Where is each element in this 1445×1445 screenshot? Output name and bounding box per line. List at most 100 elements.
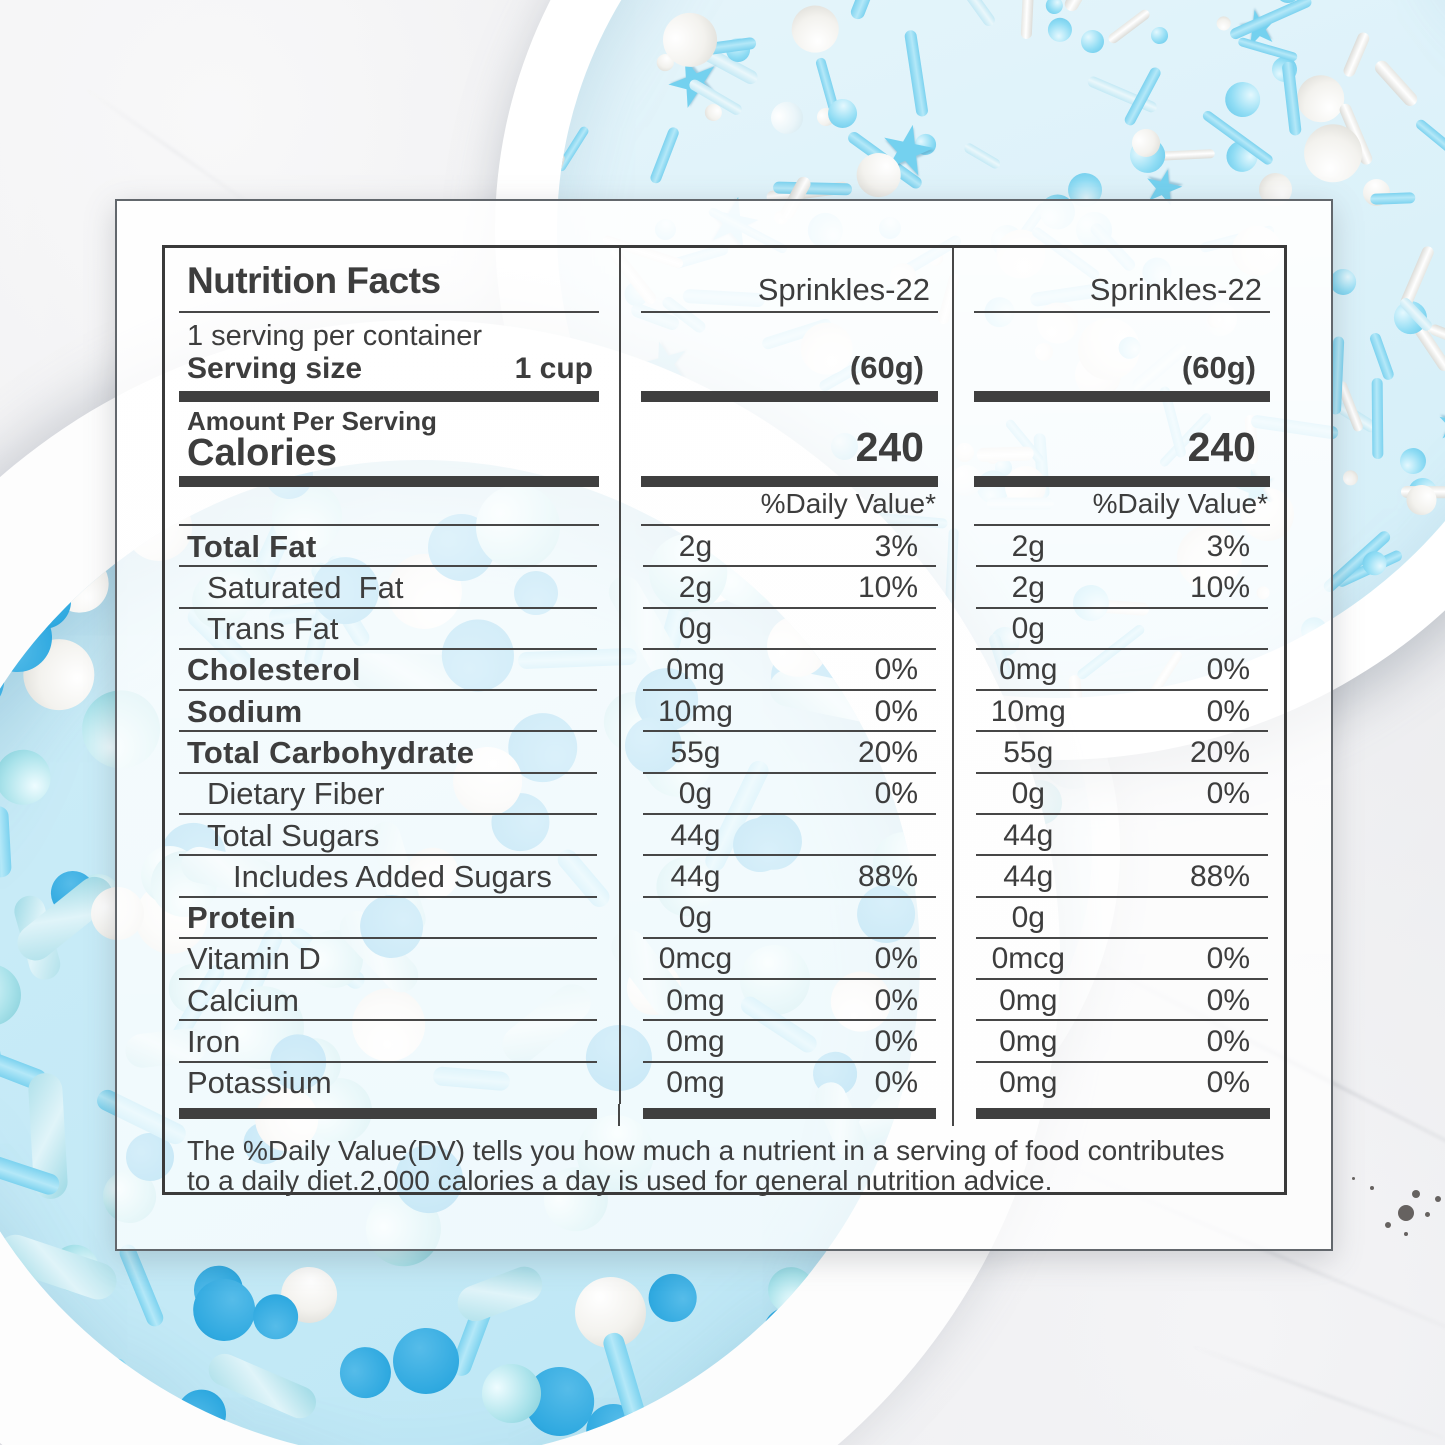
product-1-header: Sprinkles-22 (60g) 240 %Daily Value* xyxy=(621,248,952,526)
thick-bar xyxy=(974,476,1270,487)
sprinkle-shape xyxy=(763,95,809,140)
nutrient-name: Potassium xyxy=(165,1063,619,1104)
nutrient-name: Total Carbohydrate xyxy=(165,732,619,774)
sprinkle-shape xyxy=(649,125,681,185)
nutrient-amount: 44g xyxy=(1003,818,1054,852)
sprinkle-shape xyxy=(1043,12,1078,47)
sprinkle-shape xyxy=(1106,7,1152,46)
nutrient-amount: 0g xyxy=(678,901,713,935)
bottom-bars xyxy=(165,1104,1284,1130)
nutrient-value-row: 44g 88% xyxy=(621,856,952,898)
nutrient-amount: 0mg xyxy=(666,653,725,687)
sprinkle-shape xyxy=(1368,331,1396,382)
nutrient-name-text: Cholesterol xyxy=(187,652,361,688)
nutrient-value-row: 0g 0% xyxy=(954,774,1284,816)
marble-speckle xyxy=(1370,1186,1374,1190)
thick-bar xyxy=(976,1108,1270,1119)
calories-label: Calories xyxy=(187,432,337,474)
sprinkle-shape xyxy=(0,742,59,813)
thick-bar xyxy=(641,391,938,402)
nutrient-value-row: 0g 0% xyxy=(621,774,952,816)
nutrient-name: Total Fat xyxy=(165,526,619,568)
nutrient-amount: 0mcg xyxy=(658,942,733,976)
nutrient-value-row: 2g 10% xyxy=(621,567,952,609)
sprinkle-shape xyxy=(1414,118,1445,167)
sprinkle-shape xyxy=(639,1264,707,1332)
nutrient-value-row: 10mg 0% xyxy=(621,691,952,733)
nutrient-value-row: 0mcg 0% xyxy=(954,939,1284,981)
nutrient-daily-value: 0% xyxy=(1206,694,1250,728)
nutrient-value-row: 0mg 0% xyxy=(621,650,952,692)
label-header: Nutrition Facts 1 serving per container … xyxy=(165,248,619,526)
nutrition-facts-label: Nutrition Facts 1 serving per container … xyxy=(162,245,1287,1196)
sprinkle-shape xyxy=(1398,446,1427,475)
nutrient-amount: 0mg xyxy=(666,1066,725,1100)
marble-speckle xyxy=(1425,1212,1430,1217)
nutrient-amount: 44g xyxy=(670,859,721,893)
nutrient-value-row: 0g xyxy=(954,609,1284,651)
nutrient-amount: 0g xyxy=(1011,612,1045,646)
nutrient-value-row: 44g xyxy=(954,815,1284,857)
sprinkle-shape xyxy=(1371,377,1384,459)
daily-value-header: %Daily Value* xyxy=(760,488,936,519)
nutrient-daily-value: 10% xyxy=(857,570,918,604)
nutrient-amount: 0g xyxy=(1011,777,1045,811)
nutrients-column: Nutrition Facts 1 serving per container … xyxy=(165,248,619,1104)
nutrient-name: Iron xyxy=(165,1021,619,1063)
sprinkle-shape xyxy=(1331,636,1372,677)
nutrient-amount: 0g xyxy=(1011,901,1045,935)
nutrition-facts-title: Nutrition Facts xyxy=(187,260,441,301)
nutrient-daily-value: 0% xyxy=(874,777,918,811)
nutrient-daily-value: 0% xyxy=(1206,983,1250,1017)
label-table: Nutrition Facts 1 serving per container … xyxy=(165,248,1284,1104)
nutrient-value-row: 0g xyxy=(621,898,952,940)
sprinkle-shape xyxy=(962,141,1003,171)
nutrient-name: Saturated Fat xyxy=(165,567,619,609)
product-2-name: Sprinkles-22 xyxy=(1089,272,1262,307)
nutrient-amount: 2g xyxy=(678,570,713,604)
sprinkle-shape xyxy=(1369,192,1416,206)
sprinkle-shape xyxy=(0,1229,122,1305)
nutrient-amount: 0mg xyxy=(999,1066,1058,1100)
sprinkle-shape xyxy=(388,1323,464,1399)
product-2-calories: 240 xyxy=(1187,424,1256,470)
nutrient-name-text: Vitamin D xyxy=(187,941,321,977)
footnote-line: The %Daily Value(DV) tells you how much … xyxy=(187,1135,1225,1166)
nutrient-amount: 44g xyxy=(1003,859,1054,893)
footnote-line: to a daily diet.2,000 calories a day is … xyxy=(187,1165,1053,1196)
nutrient-name-text: Iron xyxy=(187,1024,241,1060)
nutrient-name: Trans Fat xyxy=(165,609,619,651)
nutrient-name-text: Potassium xyxy=(187,1065,332,1101)
thick-bar xyxy=(641,476,938,487)
sprinkle-shape xyxy=(0,952,33,1039)
product-1-serving-weight: (60g) xyxy=(849,350,924,385)
nutrient-value-row: 2g 10% xyxy=(954,567,1284,609)
nutrient-value-row: 44g 88% xyxy=(954,856,1284,898)
nutrient-amount: 10mg xyxy=(990,694,1066,728)
nutrient-daily-value: 0% xyxy=(874,942,918,976)
nutrient-value-row: 0mcg 0% xyxy=(621,939,952,981)
thick-bar xyxy=(643,1108,936,1119)
nutrient-daily-value: 3% xyxy=(1206,529,1250,563)
marble-speckle xyxy=(1435,1196,1441,1202)
thick-bar xyxy=(179,391,599,402)
nutrient-name-text: Protein xyxy=(187,900,296,936)
rule-line xyxy=(641,311,938,313)
nutrient-daily-value: 20% xyxy=(1189,736,1250,770)
nutrient-value-row: 2g 3% xyxy=(621,526,952,568)
nutrient-daily-value: 0% xyxy=(1206,942,1250,976)
nutrient-value-row: 0mg 0% xyxy=(954,650,1284,692)
serving-size-row: Serving size 1 cup xyxy=(187,352,593,386)
nutrient-amount: 2g xyxy=(678,529,713,563)
sprinkle-shape xyxy=(1079,28,1106,55)
thick-bar xyxy=(179,1108,597,1119)
nutrient-name: Vitamin D xyxy=(165,939,619,981)
sprinkle-shape xyxy=(172,1384,231,1444)
column-divider xyxy=(618,1104,620,1126)
thick-bar xyxy=(974,391,1270,402)
product-2-header: Sprinkles-22 (60g) 240 %Daily Value* xyxy=(954,248,1284,526)
thick-bar xyxy=(179,476,599,487)
nutrient-daily-value: 0% xyxy=(874,983,918,1017)
nutrient-name-text: Total Carbohydrate xyxy=(187,735,475,771)
